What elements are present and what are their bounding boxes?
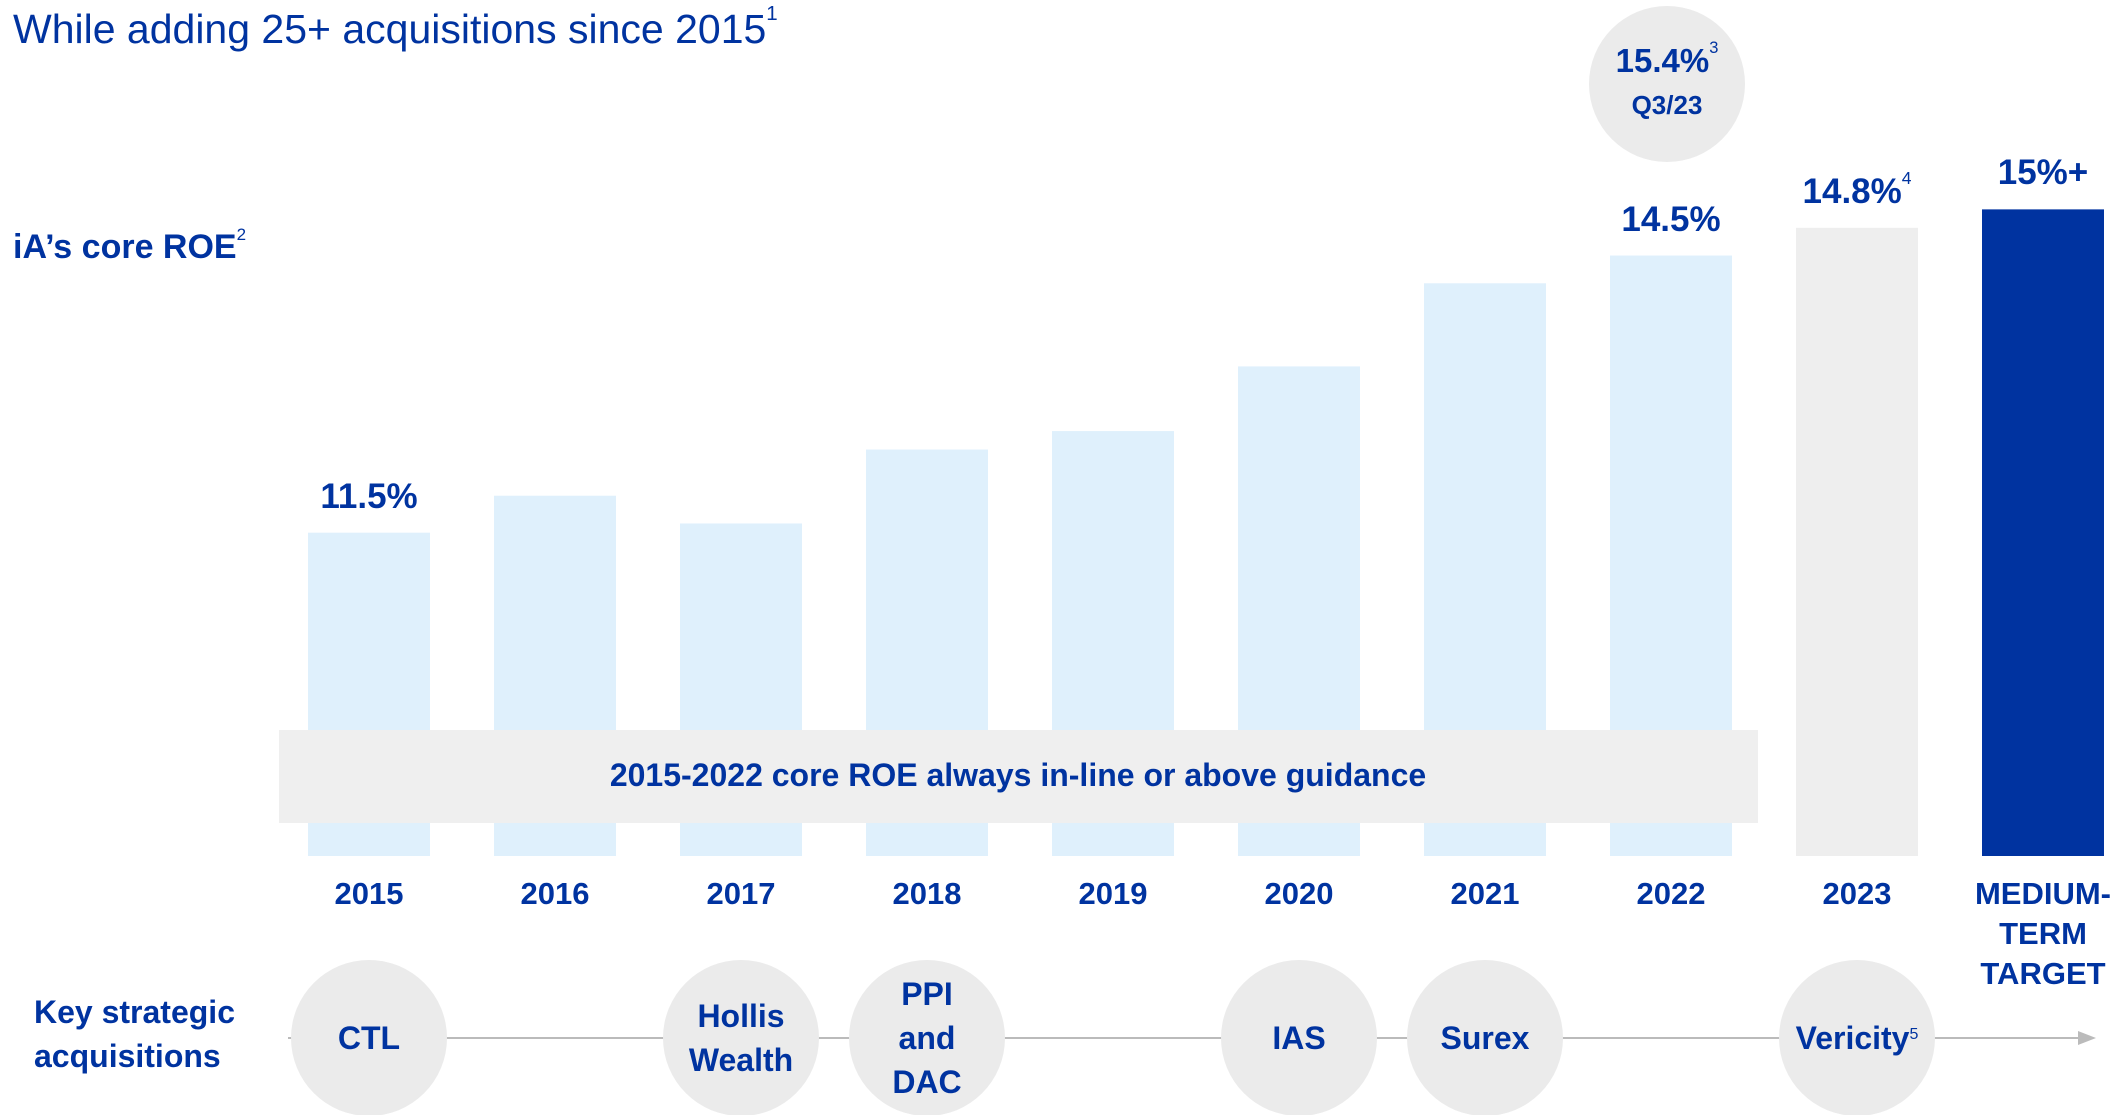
- bar: [1796, 227, 1918, 857]
- value-label-text: 14.8%: [1802, 171, 1902, 211]
- value-label: 14.8%4: [1802, 168, 1912, 212]
- x-tick-label: 2023: [1822, 876, 1892, 911]
- bubble: [1589, 6, 1745, 162]
- band-text: 2015-2022 core ROE always in-line or abo…: [609, 757, 1427, 793]
- footnote-mark: 5: [1909, 1025, 1919, 1043]
- bubble-label: Q3/23: [1631, 90, 1703, 120]
- acquisition-line: IAS: [1272, 1020, 1326, 1056]
- acquisition-label: Vericity5: [1796, 1016, 1919, 1060]
- acquisition-circle: [291, 960, 447, 1115]
- footnote-mark: 2: [236, 224, 247, 244]
- x-tick-label: 2018: [892, 876, 962, 911]
- x-tick-label: 2019: [1078, 876, 1148, 911]
- acquisition-label: Hollis Wealth: [689, 994, 793, 1082]
- x-tick-label: 2022: [1636, 876, 1706, 911]
- acquisition-line: and: [898, 1020, 956, 1056]
- x-tick-label: 2020: [1264, 876, 1334, 911]
- value-label: 14.5%: [1621, 200, 1720, 240]
- value-label-text: 14.5%: [1621, 199, 1721, 239]
- footnote-mark: 1: [766, 1, 778, 25]
- acquisition-line: PPI: [901, 976, 953, 1012]
- value-label-text: 15%+: [1997, 153, 2089, 193]
- acquisition-circle: [663, 960, 819, 1115]
- x-tick-label: 2017: [706, 876, 776, 911]
- value-label-text: 11.5%: [320, 476, 418, 516]
- bubble-value-text: 15.4%: [1615, 42, 1710, 79]
- acquisition-line: Wealth: [688, 1042, 794, 1078]
- acquisition-label: IAS: [1272, 1016, 1325, 1060]
- guidance-band: [279, 730, 1758, 823]
- x-tick-label: 2021: [1450, 876, 1520, 911]
- bar: [1982, 209, 2104, 856]
- x-tick-label: 2016: [520, 876, 590, 911]
- acquisition-circle: [849, 960, 1005, 1115]
- acquisition-label: PPI and DAC: [892, 972, 961, 1104]
- acquisition-label: CTL: [338, 1016, 400, 1060]
- acquisition-circle: [1407, 960, 1563, 1115]
- acquisition-line: Hollis: [697, 998, 785, 1034]
- timeline-arrow: [2078, 1031, 2096, 1045]
- acquisition-line: CTL: [337, 1020, 401, 1056]
- acquisition-circle: [1221, 960, 1377, 1115]
- chart-subtitle: iA’s core ROE2: [13, 224, 247, 267]
- acquisitions-label: Key strategic acquisitions: [34, 994, 235, 1074]
- title-text: While adding 25+ acquisitions since 2015: [13, 6, 767, 52]
- subtitle-text: iA’s core ROE: [13, 228, 237, 266]
- acquisition-line: Surex: [1440, 1020, 1530, 1056]
- acquisition-label: Surex: [1441, 1016, 1530, 1060]
- value-label: 11.5%: [320, 477, 417, 517]
- x-tick-label: 2015: [334, 876, 404, 911]
- footnote-mark: 4: [1901, 168, 1912, 189]
- acquisition-line: DAC: [892, 1064, 962, 1100]
- value-label: 15%+: [1998, 153, 2089, 193]
- bubble-value: 15.4%3: [1615, 38, 1719, 80]
- x-tick-label: MEDIUM-TERM TARGET: [1974, 876, 2112, 991]
- acquisition-line: Vericity5: [1795, 1020, 1919, 1056]
- footnote-mark: 3: [1709, 38, 1719, 57]
- acquisition-circle: [1779, 960, 1935, 1115]
- chart-title: While adding 25+ acquisitions since 2015…: [13, 2, 778, 53]
